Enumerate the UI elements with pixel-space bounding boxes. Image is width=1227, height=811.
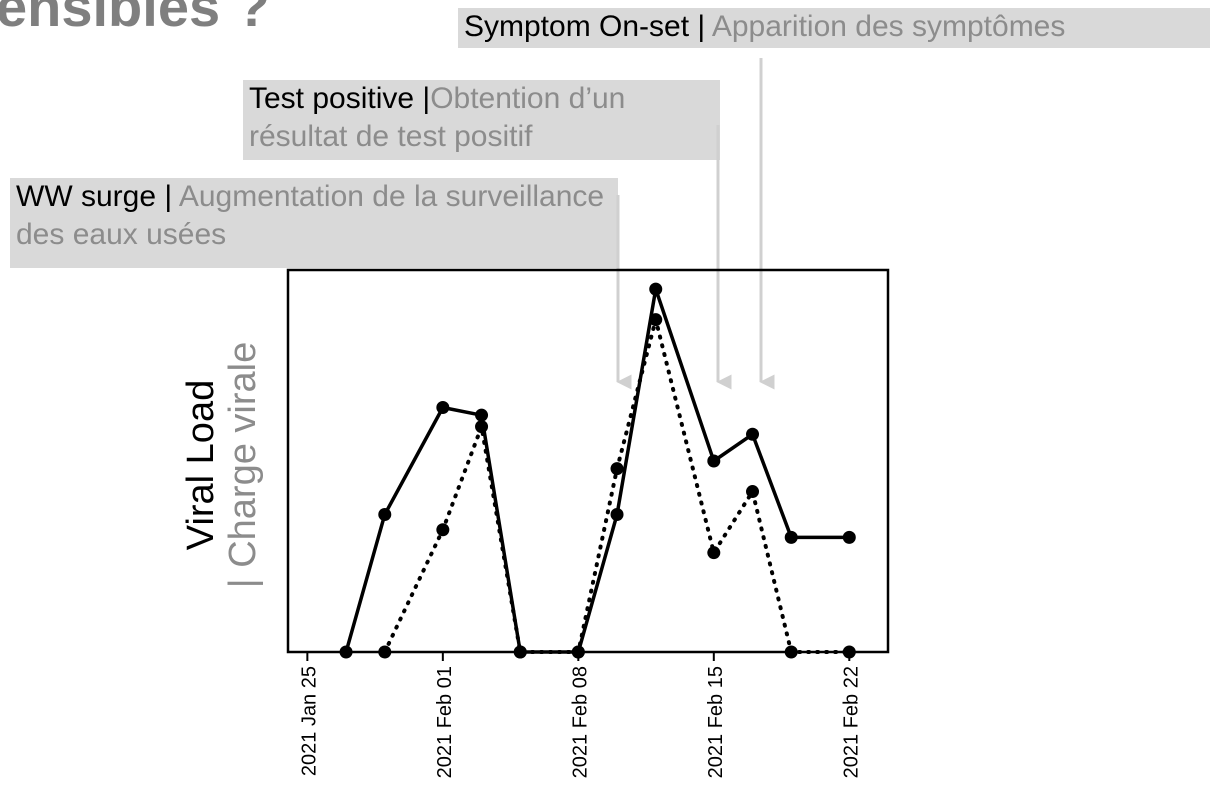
- point: [436, 401, 450, 415]
- annotation-box: Test positive |Obtention d’un résultat d…: [243, 80, 720, 160]
- series-line: [344, 287, 850, 654]
- annotation-box: WW surge | Augmentation de la surveillan…: [10, 178, 618, 268]
- point: [649, 313, 663, 327]
- point: [649, 282, 663, 296]
- x-tick-label: 2021 Feb 08: [569, 666, 591, 778]
- point: [610, 462, 624, 476]
- x-tick-label: 2021 Feb 22: [840, 666, 862, 778]
- x-tick-label: 2021 Feb 01: [434, 666, 456, 778]
- annotation-label: WW surge |: [16, 180, 173, 213]
- annotation-label: Symptom On-set |: [464, 10, 706, 43]
- point: [475, 408, 489, 422]
- point: [707, 546, 721, 560]
- point: [513, 645, 527, 659]
- x-tick-label: 2021 Feb 15: [705, 666, 727, 778]
- y-axis-label: Viral Load: [180, 380, 222, 550]
- annotation-detail: Augmentation de la surveillance des eaux…: [16, 180, 605, 251]
- point: [784, 645, 798, 659]
- point: [475, 420, 489, 434]
- point: [378, 645, 392, 659]
- point: [842, 645, 856, 659]
- annotation-detail: Obtention d’un résultat de test positif: [249, 82, 626, 153]
- y-axis-label: | Charge virale: [222, 342, 264, 588]
- point: [707, 454, 721, 468]
- point: [842, 530, 856, 544]
- point: [436, 523, 450, 537]
- point: [339, 645, 353, 659]
- point: [571, 645, 585, 659]
- annotation-detail: Apparition des symptômes: [705, 10, 1066, 43]
- annotation-label: Test positive |: [249, 82, 431, 115]
- x-tick-label: 2021 Jan 25: [298, 666, 320, 776]
- point: [610, 507, 624, 521]
- point: [784, 530, 798, 544]
- point: [746, 485, 760, 499]
- annotation-box: Symptom On-set | Apparition des symptôme…: [458, 8, 1210, 48]
- point: [746, 427, 760, 441]
- point: [378, 507, 392, 521]
- plot-frame: [286, 268, 890, 654]
- slide-title: ensibles ?: [0, 0, 270, 38]
